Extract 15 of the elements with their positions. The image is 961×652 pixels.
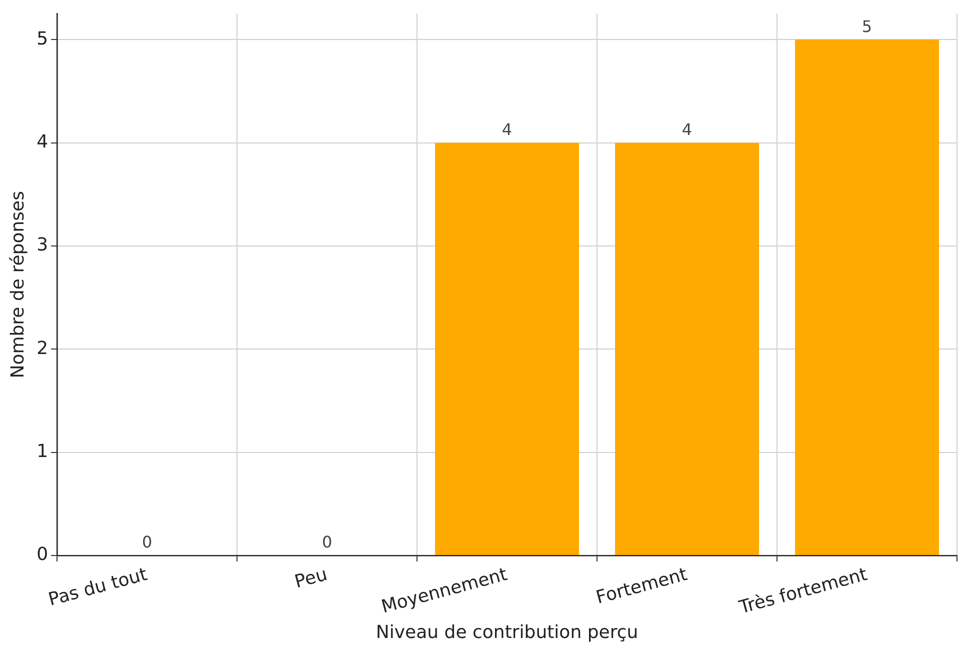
data-label: 4 — [502, 120, 512, 139]
x-axis-title: Niveau de contribution perçu — [376, 622, 638, 643]
y-tick-label: 0 — [36, 544, 48, 566]
data-label: 0 — [142, 532, 152, 552]
data-label: 4 — [682, 120, 692, 139]
y-tick-label: 2 — [36, 338, 48, 359]
x-tick-label: Peu — [292, 564, 330, 593]
data-label: 5 — [862, 16, 872, 36]
y-tick-label: 3 — [36, 234, 48, 256]
x-tick-label: Pas du tout — [46, 564, 150, 610]
y-tick-label: 5 — [36, 28, 48, 50]
y-tick-label: 1 — [36, 440, 48, 462]
y-axis-title: Nombre de réponses — [7, 191, 28, 378]
y-tick-label: 4 — [36, 131, 48, 152]
data-label: 0 — [322, 532, 332, 552]
